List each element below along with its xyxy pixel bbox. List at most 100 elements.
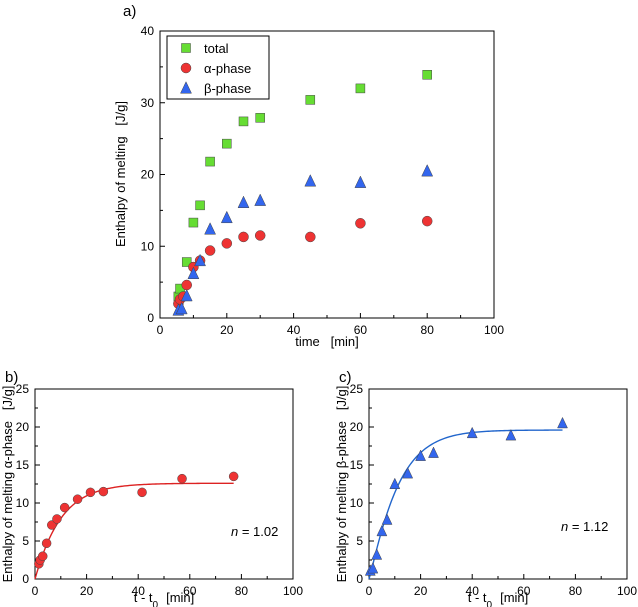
x-tick-label: 0 [157,323,164,337]
x-tick-label: 40 [287,323,301,337]
fit-curve-c [368,429,563,580]
ticks-a: 0 20 40 60 80 100 0 10 20 30 40 [141,24,505,337]
circle-point [137,487,147,498]
y-tick-label: 40 [141,24,155,38]
square-point [238,116,249,127]
x-axis-title-b: t - t0 [min] [134,590,195,607]
legend-marker-circle [180,62,192,74]
circle-point [85,487,96,498]
triangle-point [376,524,388,537]
x-tick-label: 0 [32,584,39,598]
triangle-point [389,477,401,489]
square-point [188,217,199,228]
circle-point [47,520,57,530]
triangle-point [466,426,478,439]
legend-label-beta: β-phase [204,81,251,96]
x-axis-title-b-unit: [min] [166,590,194,605]
x-axis-title-b-sub: 0 [153,600,159,607]
x-tick-label: 80 [421,323,435,337]
x-tick-label: 0 [366,584,373,598]
triangle-point [505,429,517,441]
y-tick-label: 10 [350,496,364,510]
x-tick-label: 40 [132,584,146,598]
legend-marker-triangle [180,81,192,94]
square-point [195,200,205,211]
triangle-point [194,253,206,267]
x-tick-label: 20 [80,584,94,598]
triangle-point [304,174,317,187]
circle-point [238,231,249,243]
x-axis-title-c-sub: 0 [487,600,493,607]
annotation-b-symbol: n [231,524,238,539]
triangle-point [371,548,383,560]
y-tick-label: 0 [356,572,363,586]
y-tick-label: 10 [141,239,155,253]
circle-point [254,230,266,241]
y-tick-label: 25 [350,382,364,396]
y-tick-label: 20 [141,168,155,182]
square-point [255,113,265,123]
fit-curve-b [34,482,234,580]
triangle-point [557,416,568,429]
circle-point [305,231,316,243]
x-axis-title-b-main: t - t [134,590,153,605]
circle-point [228,471,239,482]
marks-a [172,70,434,316]
x-axis-title-c: t - t0 [min] [468,590,529,607]
x-tick-label: 20 [220,323,234,337]
annotation-b-value: = 1.02 [238,524,278,539]
circle-point [41,538,52,549]
y-tick-label: 5 [22,534,29,548]
y-axis-title-c: Enthalpy of melting β-phase [J/g] [334,386,349,583]
x-axis-title-c-main: t - t [468,590,487,605]
circle-point [204,245,216,256]
triangle-point [220,210,233,224]
circle-point [52,514,62,524]
y-tick-label: 20 [16,420,30,434]
ticks-c: 0 20 40 60 80 100 0 5 10 15 20 25 [350,382,638,598]
square-point [205,156,215,167]
x-tick-label: 80 [569,584,583,598]
circle-point [72,494,83,504]
x-tick-label: 20 [414,584,428,598]
y-axis-title-b: Enthalpy of melting α-phase [J/g] [0,386,15,583]
circle-point [98,486,109,497]
chart-a: a) 0 20 40 60 80 100 0 10 20 30 40 time [min] Enth… [113,3,504,349]
annotation-c-symbol: n [561,519,568,534]
square-point [305,95,316,105]
x-tick-label: 100 [617,584,637,598]
circle-point [59,502,70,513]
triangle-point [254,193,267,206]
x-tick-label: 40 [466,584,480,598]
triangle-point [175,301,188,315]
triangle-point [367,562,379,574]
square-point [222,138,232,149]
annotation-c-value: = 1.12 [568,519,608,534]
x-tick-label: 60 [354,323,368,337]
circle-point [37,551,48,561]
circle-point [221,238,233,249]
triangle-point [428,446,439,458]
x-tick-label: 100 [484,323,504,337]
y-tick-label: 5 [356,534,363,548]
legend-markers-a [180,43,192,94]
panel-label-c: c) [339,369,352,386]
triangle-point [421,164,434,177]
square-point [181,257,192,267]
legend-a: total α-phase β-phase [166,35,270,100]
panel-label-b: b) [5,369,18,386]
triangle-point [415,449,426,461]
legend-marker-square [181,43,191,53]
marks-c [364,416,568,576]
square-point [355,83,366,94]
marks-b [34,471,239,569]
x-axis-title-c-unit: [min] [500,590,528,605]
x-tick-label: 60 [517,584,531,598]
legend-label-total: total [204,41,229,56]
x-tick-label: 80 [235,584,249,598]
panel-label-a: a) [123,3,136,20]
triangle-point [187,266,200,280]
